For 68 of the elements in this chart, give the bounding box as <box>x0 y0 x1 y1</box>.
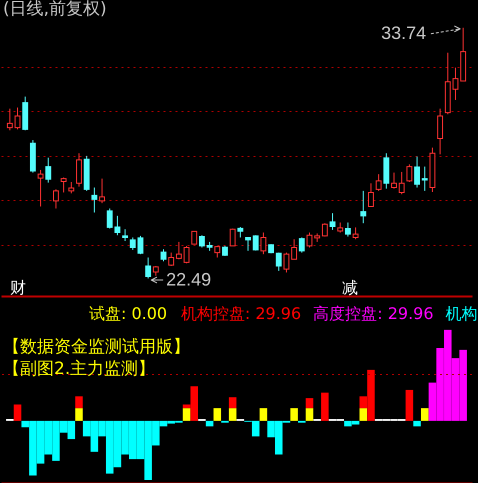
bar <box>413 420 421 426</box>
candlestick <box>230 228 236 246</box>
candlestick <box>152 265 159 276</box>
bar <box>290 408 298 421</box>
bar <box>420 408 429 421</box>
candlestick <box>160 248 166 262</box>
bar <box>321 392 329 421</box>
candlestick <box>260 232 266 255</box>
text: 机构控盘: 29.96 <box>180 304 302 323</box>
candlestick <box>344 222 351 238</box>
candlestick <box>414 156 420 188</box>
annotation: 33.74 <box>381 22 426 43</box>
candlestick <box>222 245 228 256</box>
candlestick <box>38 169 44 207</box>
candlestick <box>76 152 82 188</box>
candlestick <box>138 235 144 255</box>
annotation: 【数据资金监测试用版】 <box>3 337 190 357</box>
candlestick <box>114 215 120 236</box>
candlestick <box>168 252 174 266</box>
bar <box>182 408 190 421</box>
bar <box>306 408 314 421</box>
candlestick <box>91 187 98 213</box>
candlestick <box>145 257 152 279</box>
candlestick <box>376 174 382 192</box>
candlestick <box>352 226 359 240</box>
candlestick <box>368 182 374 208</box>
candlestick <box>391 172 397 190</box>
candlestick <box>45 157 52 184</box>
candlestick <box>337 222 344 234</box>
candlestick <box>276 252 282 272</box>
annotation: 【副图2.主力监测】 <box>3 359 156 379</box>
candlestick <box>398 171 405 195</box>
annotation: 减 <box>342 278 358 297</box>
bar <box>75 408 83 421</box>
candlestick <box>406 164 412 182</box>
bar <box>214 408 222 421</box>
bar <box>75 396 83 408</box>
bar <box>360 408 368 421</box>
candlestick <box>122 228 128 242</box>
candlestick <box>322 222 328 238</box>
chart-title: (日线,前复权) <box>3 0 107 19</box>
bar <box>406 390 414 421</box>
candlestick <box>437 108 444 155</box>
bar <box>260 408 268 421</box>
candlestick <box>106 208 113 230</box>
text: 试盘: 0.00 <box>89 304 168 323</box>
candlestick <box>130 236 136 250</box>
candlestick <box>252 234 259 252</box>
candlestick <box>360 190 366 224</box>
candlestick <box>60 177 67 193</box>
bar <box>206 420 214 426</box>
annotation: 22.49 <box>166 269 212 290</box>
bar <box>14 404 22 421</box>
candlestick <box>268 244 274 254</box>
candlestick <box>245 236 251 252</box>
bar <box>306 398 314 408</box>
candlestick <box>237 226 244 238</box>
candlestick <box>298 236 305 254</box>
candlestick <box>422 166 428 192</box>
candlestick <box>53 188 59 209</box>
candlestick <box>330 212 336 230</box>
bar <box>228 397 236 408</box>
text: 机构 <box>446 304 478 323</box>
series-label: 高度控盘: 29.96 <box>313 304 434 323</box>
candlestick <box>68 181 74 194</box>
bar <box>228 408 236 421</box>
annotation: 财 <box>10 278 26 297</box>
candlestick <box>99 178 105 204</box>
